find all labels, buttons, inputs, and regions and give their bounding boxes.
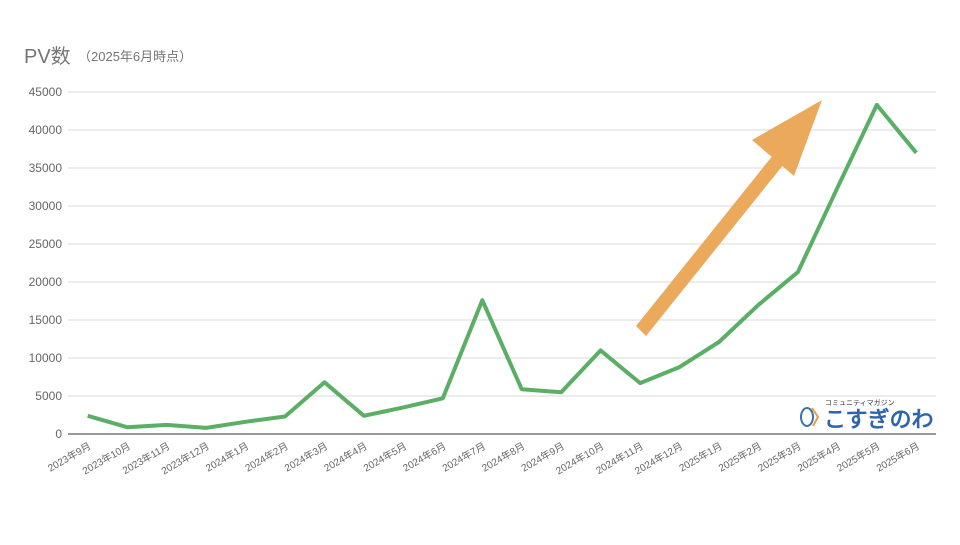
logo: コミュニティマガジン こすぎのわ (800, 398, 934, 432)
y-tick-label: 25000 (29, 237, 63, 251)
y-tick-label: 40000 (29, 123, 63, 137)
chart-subtitle: （2025年6月時点） (78, 49, 192, 64)
x-tick-label: 2025年5月 (834, 439, 882, 474)
chart-title: PV数 (24, 45, 71, 68)
trend-arrow-shaft (636, 134, 800, 336)
x-tick-label: 2024年7月 (440, 439, 488, 474)
x-tick-label: 2025年6月 (874, 439, 922, 474)
logo-mark (800, 407, 814, 427)
grid: 0 5000 10000 15000 20000 25000 30000 35000 40000… (29, 85, 936, 441)
x-tick-label: 2024年6月 (400, 439, 448, 474)
y-tick-label: 15000 (29, 313, 63, 327)
x-tick-label: 2025年3月 (756, 439, 804, 474)
x-tick-label: 2024年2月 (243, 439, 291, 474)
y-tick-label: 30000 (29, 199, 63, 213)
y-tick-label: 5000 (35, 389, 62, 403)
x-tick-label: 2025年1月 (677, 439, 725, 474)
data-line (87, 102, 918, 430)
logo-name: こすぎのわ (824, 407, 934, 432)
x-tick-label: 2024年3月 (282, 439, 330, 474)
y-tick-label: 20000 (29, 275, 63, 289)
x-tick-label: 2025年4月 (795, 439, 843, 474)
x-tick-label: 2024年1月 (203, 439, 251, 474)
x-tick-label: 2025年2月 (716, 439, 764, 474)
y-tick-label: 0 (55, 427, 62, 441)
x-tick-label: 2024年4月 (322, 439, 370, 474)
trend-arrow-head (752, 100, 822, 176)
y-tick-label: 10000 (29, 351, 63, 365)
logo-mark (811, 407, 820, 427)
logo-tagline: コミュニティマガジン (825, 398, 895, 407)
y-tick-label: 35000 (29, 161, 63, 175)
y-tick-label: 45000 (29, 85, 63, 99)
x-tick-label: 2024年5月 (361, 439, 409, 474)
x-tick-label: 2024年8月 (479, 439, 527, 474)
